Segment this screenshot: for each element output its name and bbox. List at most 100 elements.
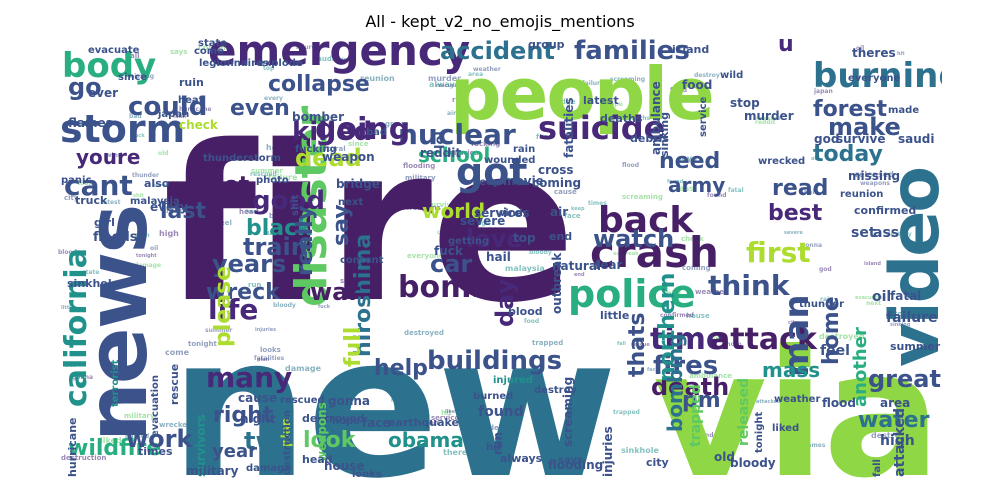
cloud-filler-word: weapons	[406, 204, 441, 212]
cloud-word-crash: crash	[590, 228, 719, 277]
cloud-word-pm: pm	[682, 388, 721, 413]
cloud-filler-word: feel	[217, 219, 232, 227]
cloud-word-reunion: reunion	[840, 189, 883, 200]
cloud-filler-word: ass	[679, 184, 694, 193]
cloud-word-first: first	[746, 236, 811, 269]
cloud-word-go: go	[68, 73, 102, 101]
cloud-word-truck: truck	[75, 194, 108, 207]
cloud-word-panic: panic	[61, 175, 91, 186]
cloud-word-look: look	[303, 428, 357, 453]
cloud-filler-word: made	[477, 424, 499, 432]
cloud-word-floods: floods	[93, 230, 138, 245]
cloud-word-survive: survive	[836, 132, 886, 146]
cloud-filler-word: island	[864, 261, 881, 267]
cloud-word-emergency: emergency	[208, 37, 470, 75]
cloud-filler-word: ambulance	[689, 372, 732, 380]
cloud-word-liked: liked	[772, 423, 799, 434]
cloud-word-thunderstorm: thunderstorm	[203, 153, 281, 164]
cloud-filler-word: cause	[437, 229, 457, 236]
cloud-word-natural: natural	[552, 259, 601, 273]
cloud-filler-word: fuck	[318, 304, 331, 310]
cloud-filler-word: hail	[804, 189, 816, 196]
cloud-filler-word: destroyed	[404, 329, 444, 337]
cloud-word-attacked: attacked	[892, 408, 908, 477]
cloud-filler-word: state	[82, 269, 99, 276]
cloud-filler-word: lol	[894, 399, 904, 407]
cloud-word-collapse: collapse	[268, 72, 370, 97]
cloud-word-fall: fall	[872, 459, 883, 477]
cloud-filler-word: summer	[205, 327, 232, 334]
cloud-filler-word: destroy	[886, 231, 912, 238]
cloud-word-theres: theres	[852, 46, 896, 60]
cloud-filler-word: group	[385, 120, 408, 128]
cloud-word-weapon: weapon	[322, 150, 375, 164]
cloud-word-reddit: reddit	[420, 146, 461, 160]
cloud-filler-word: hurricane	[470, 281, 498, 287]
cloud-word-evacuation: evacuation	[150, 375, 161, 437]
cloud-filler-word: shit	[133, 193, 144, 199]
cloud-word-murder: murder	[744, 109, 794, 123]
cloud-filler-word: severe	[784, 230, 803, 236]
cloud-filler-word: summer	[251, 167, 283, 175]
cloud-word-bloody: bloody	[730, 456, 776, 470]
cloud-filler-word: bridge	[550, 98, 576, 106]
cloud-filler-word: next	[866, 300, 881, 307]
cloud-word-ambulance: ambulance	[649, 81, 663, 155]
cloud-filler-word: end	[574, 272, 585, 278]
cloud-word-hail: hail	[486, 250, 511, 264]
cloud-word-ruin: ruin	[179, 76, 204, 89]
cloud-word-fires: fires	[653, 351, 718, 381]
cloud-word-evacuate: evacuate	[88, 45, 140, 56]
cloud-filler-word: panic	[853, 381, 872, 388]
cloud-filler-word: wounded	[691, 432, 722, 439]
cloud-word-people: people	[450, 52, 713, 136]
cloud-word-since: since	[118, 72, 147, 83]
cloud-word-getting: getting	[448, 236, 489, 247]
cloud-filler-word: looks	[260, 346, 281, 354]
cloud-word-attack: attack	[710, 322, 818, 357]
cloud-filler-word: blood	[58, 249, 77, 256]
cloud-filler-word: destruction	[871, 431, 923, 440]
cloud-filler-word: damage	[134, 262, 161, 269]
cloud-filler-word: floods	[290, 192, 311, 199]
cloud-filler-word: rescued	[250, 171, 277, 178]
cloud-word-top: top	[513, 231, 536, 245]
cloud-filler-word: liked	[445, 409, 459, 415]
cloud-word-ass: ass	[873, 225, 899, 241]
cloud-word-black: black	[246, 216, 313, 241]
cloud-word-bad: bad	[366, 127, 387, 138]
cloud-filler-word: screaming	[622, 193, 663, 201]
cloud-word-check: check	[179, 118, 219, 132]
cloud-filler-word: photo	[722, 341, 742, 348]
cloud-word-photo: photo	[256, 175, 289, 186]
cloud-word-latest: latest	[583, 94, 619, 107]
cloud-filler-word: food	[524, 318, 539, 325]
cloud-word-missing: missing	[848, 169, 900, 183]
cloud-filler-word: burned	[475, 229, 503, 237]
cloud-word-sinking: sinking	[658, 112, 671, 157]
cloud-filler-word: rescue	[631, 342, 650, 348]
cloud-word-outbreak: outbreak	[550, 252, 564, 314]
cloud-filler-word: weapons	[860, 180, 890, 187]
cloud-word-saudi: saudi	[898, 132, 935, 146]
cloud-word-ever: ever	[88, 86, 118, 100]
cloud-filler-word: times	[588, 200, 607, 207]
cloud-word-movie: movie	[503, 174, 544, 188]
cloud-word-going: going	[315, 112, 410, 147]
cloud-word-set: set	[851, 225, 876, 241]
cloud-filler-word: old	[811, 156, 820, 162]
cloud-filler-word: thunder	[132, 172, 159, 179]
cloud-filler-word: high	[159, 229, 179, 238]
cloud-word-hope: hope	[332, 416, 360, 427]
cloud-filler-word: hope	[606, 101, 623, 108]
word-cloud: hurricanesurvivorsmilitaryfloodingscream…	[58, 37, 942, 479]
cloud-filler-word: wild	[719, 427, 735, 435]
cloud-filler-word: bad	[129, 113, 142, 120]
cloud-word-police: police	[568, 272, 696, 316]
cloud-filler-word: bloody	[529, 249, 552, 256]
cloud-word-back: back	[598, 200, 694, 241]
cloud-filler-word: always	[73, 121, 96, 128]
cloud-filler-word: services	[340, 277, 372, 285]
cloud-word-fuck: fuck	[434, 244, 464, 258]
cloud-filler-word: movie	[177, 201, 205, 210]
